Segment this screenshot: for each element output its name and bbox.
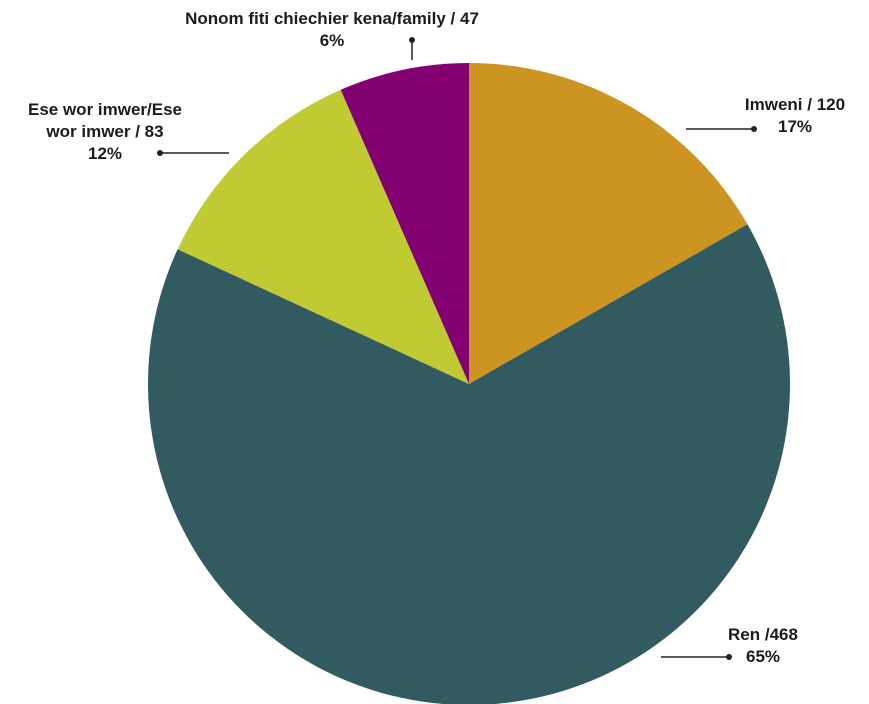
slice-label-ren: Ren /468 65% xyxy=(703,624,823,668)
pie-slice-nonom-fiti xyxy=(340,63,469,384)
slice-label-nonom-fiti-percent: 6% xyxy=(319,31,345,50)
slice-label-ren-name: Ren /468 xyxy=(728,625,798,644)
slice-label-nonom-fiti: Nonom fiti chiechier kena/family / 47 6% xyxy=(122,8,542,52)
pie-slice-ese-wor-imwer xyxy=(177,89,470,384)
slice-label-ese-wor-imwer-percent: 12% xyxy=(87,144,123,163)
leader-line-ese-wor-imwer-dot xyxy=(157,150,163,156)
pie-slice-imweni xyxy=(469,63,748,384)
leader-lines xyxy=(157,37,757,660)
pie-slices xyxy=(148,63,790,704)
slice-label-ese-wor-imwer-name-2: wor imwer / 83 xyxy=(46,122,164,141)
slice-label-imweni-name: Imweni / 120 xyxy=(744,95,846,114)
pie-slice-ren xyxy=(148,224,790,704)
slice-label-imweni: Imweni / 120 17% xyxy=(710,94,869,138)
leader-line-ren-dot xyxy=(726,654,732,660)
slice-label-ese-wor-imwer-name-1: Ese wor imwer/Ese xyxy=(27,100,183,119)
slice-label-ese-wor-imwer: Ese wor imwer/Ese wor imwer / 83 12% xyxy=(0,99,215,165)
leader-line-imweni-dot xyxy=(751,126,757,132)
slice-label-ren-percent: 65% xyxy=(745,647,781,666)
leader-line-nonom-fiti-dot xyxy=(409,37,415,43)
slice-label-nonom-fiti-name: Nonom fiti chiechier kena/family / 47 xyxy=(185,9,479,28)
slice-label-imweni-percent: 17% xyxy=(777,117,813,136)
